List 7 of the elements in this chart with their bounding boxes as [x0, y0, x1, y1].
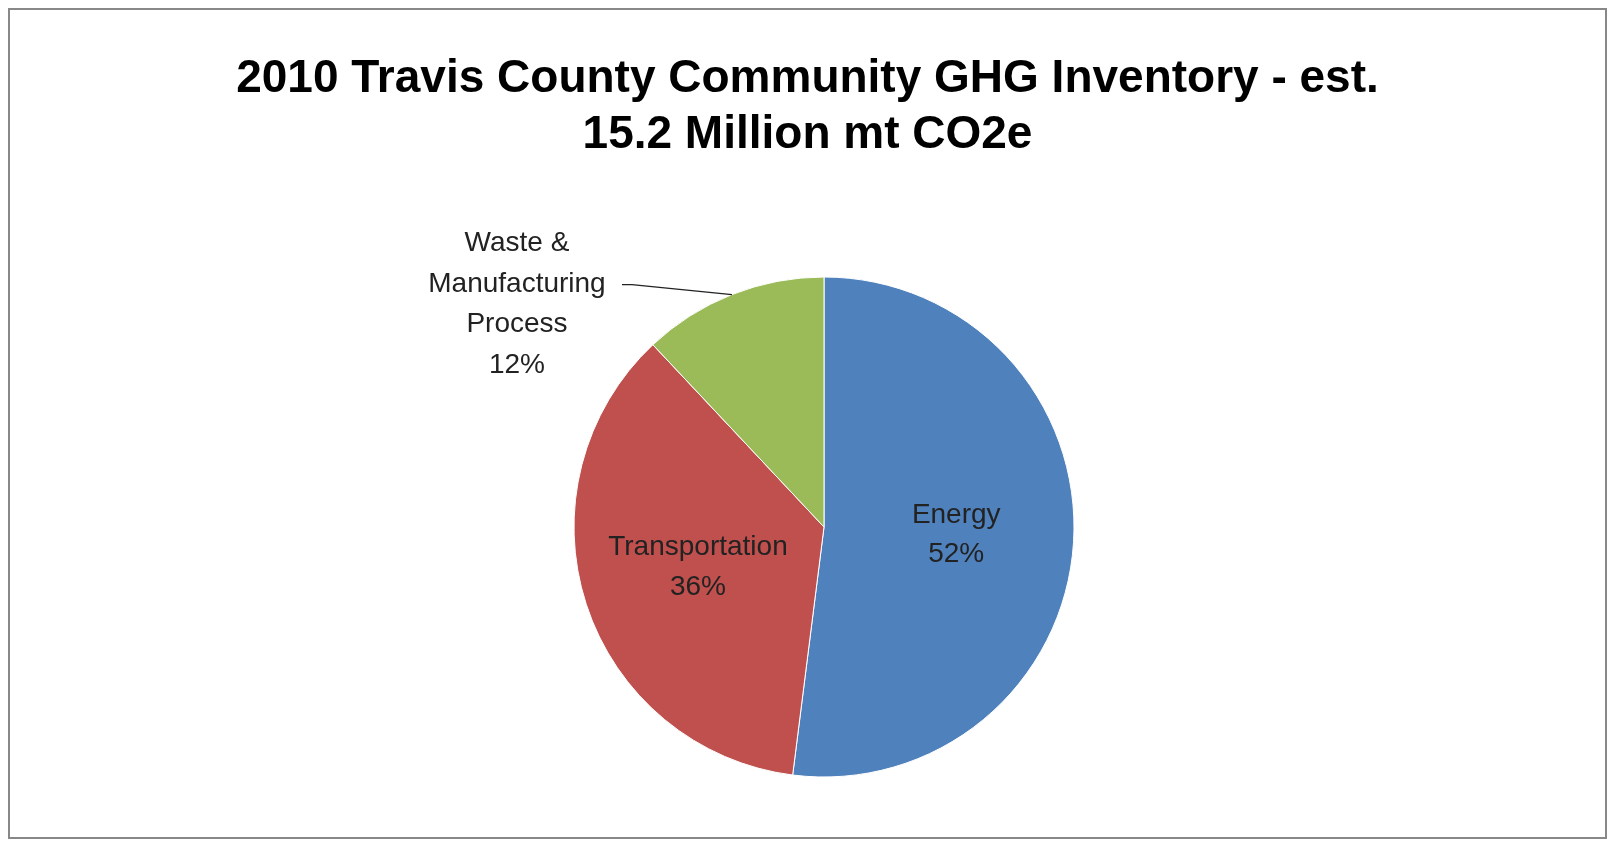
data-label: 36% — [669, 569, 727, 601]
data-label: 12% — [488, 348, 545, 380]
slice-label: Energy — [911, 498, 1001, 530]
data-label: 52% — [928, 537, 985, 569]
slice-label: Waste & Manufacturing Process — [428, 226, 606, 339]
slice-label: Transportation — [608, 530, 788, 562]
chart-title: 2010 Travis County Community GHG Inventory - est. 15.2 Million mt CO2e — [235, 49, 1380, 160]
